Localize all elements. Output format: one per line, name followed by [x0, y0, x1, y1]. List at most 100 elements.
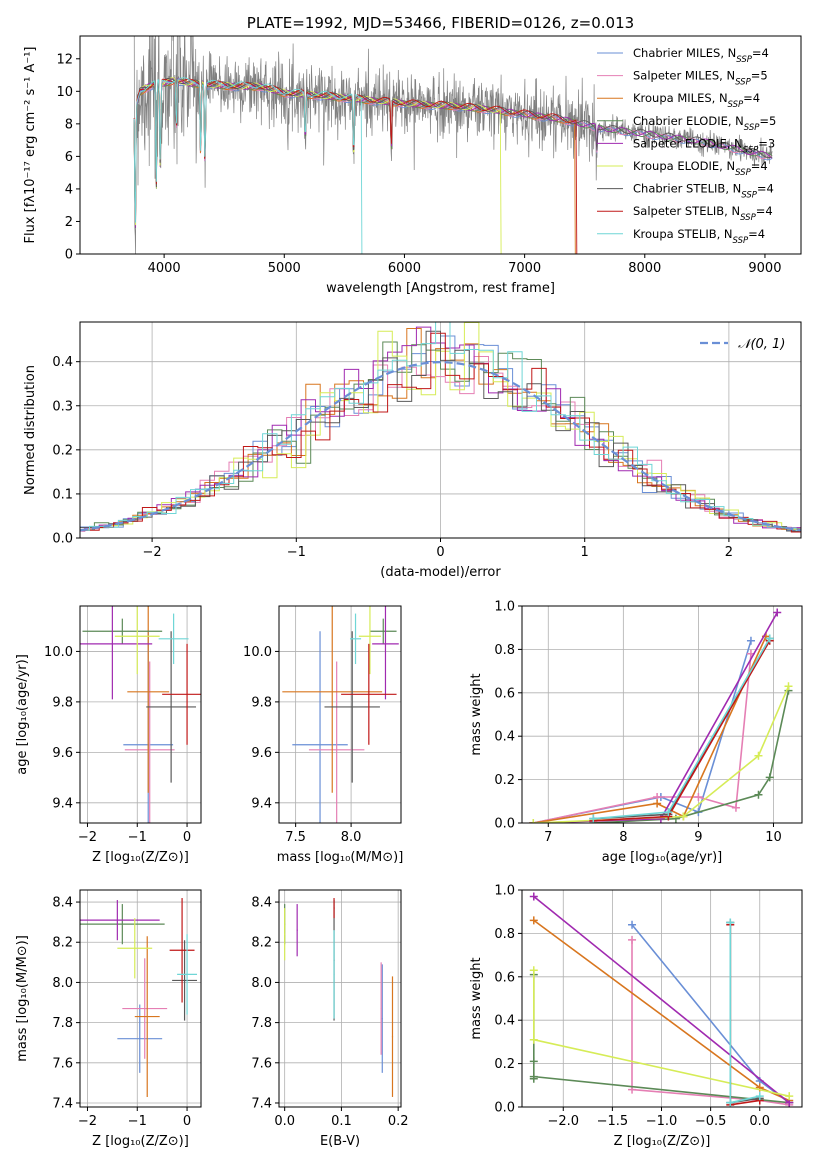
y-tick-label: 0.0 — [494, 1101, 515, 1116]
y-tick-label: 6 — [65, 150, 73, 165]
axes-frame — [79, 889, 202, 1108]
plus-marker — [529, 966, 538, 975]
y-tick-label: 7.6 — [52, 1056, 73, 1071]
y-tick-label: 8 — [65, 117, 73, 132]
x-axis-label: Z [log₁₀(Z/Z⊙)] — [92, 850, 189, 865]
series-line — [593, 690, 790, 823]
plot-area — [284, 898, 394, 1097]
y-axis-label: mass weight — [469, 957, 484, 1039]
plot-area — [282, 606, 399, 823]
x-tick-label: −2.0 — [547, 1114, 579, 1129]
spectrum-plot-area — [133, 36, 773, 254]
legend-label: Kroupa ELODIE, NSSP=4 — [633, 159, 768, 178]
x-tick-label: 7.5 — [285, 830, 306, 845]
x-tick-label: −1 — [128, 1114, 147, 1129]
y-tick-label: 8.0 — [251, 976, 272, 991]
y-tick-label: 10.0 — [44, 645, 73, 660]
x-tick-label: −1.5 — [597, 1114, 629, 1129]
model-spectrum-line — [133, 77, 773, 254]
plot-area — [529, 892, 794, 1107]
x-tick-label: 8000 — [628, 261, 661, 276]
series-line — [533, 895, 790, 1104]
model-spectrum-line — [133, 80, 773, 224]
x-axis-label: wavelength [Angstrom, rest frame] — [326, 281, 555, 296]
y-tick-label: 9.8 — [52, 695, 73, 710]
y-tick-label: 0.4 — [494, 730, 515, 745]
plot-area — [529, 608, 793, 823]
plus-marker — [653, 799, 662, 808]
plus-marker — [754, 790, 763, 799]
legend-label: Kroupa MILES, NSSP=4 — [633, 91, 760, 110]
axes-frame — [521, 889, 803, 1108]
mass-vs-extinction-panel: 0.0 0.1 0.2 7.4 7.6 7.8 8.0 8.2 8.4 E(B-V) — [251, 889, 409, 1149]
age-vs-mass-panel: 7.5 8.0 9.4 9.6 9.8 10.0 mass [log₁₀(M/M⊙)] — [243, 605, 403, 865]
histogram-plot-area — [80, 322, 801, 533]
y-tick-label: 0.0 — [494, 817, 515, 832]
y-tick-label: 0.6 — [494, 970, 515, 985]
series-line — [533, 685, 790, 823]
x-tick-label: 0.0 — [274, 1114, 295, 1129]
x-axis-label: Z [log₁₀(Z/Z⊙)] — [92, 1134, 189, 1149]
x-tick-label: 0 — [183, 1114, 191, 1129]
y-tick-label: 12 — [56, 52, 73, 67]
legend-label: Chabrier ELODIE, NSSP=5 — [633, 114, 776, 133]
plus-marker — [529, 819, 538, 823]
y-tick-label: 0.4 — [52, 355, 73, 370]
series-line — [533, 612, 778, 823]
y-axis-label: mass weight — [469, 673, 484, 755]
y-tick-label: 1.0 — [494, 884, 515, 899]
plus-marker — [529, 916, 538, 925]
y-tick-label: 7.4 — [251, 1096, 272, 1111]
plus-marker — [656, 814, 665, 823]
y-tick-label: 7.4 — [52, 1096, 73, 1111]
spectrum-panel: PLATE=1992, MJD=53466, FIBERID=0126, z=0… — [23, 14, 802, 296]
mass-vs-metallicity-panel: −2 −1 0 7.4 7.6 7.8 8.0 8.2 8.4 Z [log₁₀(Z/Z⊙)] ma… — [15, 889, 202, 1149]
y-tick-label: 8.2 — [52, 936, 73, 951]
x-tick-label: 6000 — [388, 261, 421, 276]
y-axis-label: Normed distribution — [23, 365, 38, 495]
axes-frame — [79, 605, 202, 824]
series-line — [631, 939, 790, 1106]
y-tick-label: 9.4 — [251, 796, 272, 811]
y-tick-label: 8.4 — [251, 896, 272, 911]
x-tick-label: 0.0 — [749, 1114, 770, 1129]
y-tick-label: 9.4 — [52, 796, 73, 811]
x-tick-label: 9000 — [748, 261, 781, 276]
plus-marker — [754, 751, 763, 760]
x-tick-label: −0.5 — [695, 1114, 727, 1129]
x-tick-label: 5000 — [268, 261, 301, 276]
y-tick-label: 9.6 — [52, 746, 73, 761]
plus-marker — [726, 1098, 735, 1107]
y-axis-label: mass [log₁₀(M/M⊙)] — [15, 935, 30, 1062]
histogram-step-line — [80, 330, 801, 533]
plus-marker — [529, 1057, 538, 1066]
x-tick-label: 0 — [183, 830, 191, 845]
x-tick-label: 9 — [694, 830, 702, 845]
x-tick-label: 7000 — [508, 261, 541, 276]
y-tick-label: 8.2 — [251, 936, 272, 951]
age-vs-metallicity-panel: −2 −1 0 9.4 9.6 9.8 10.0 Z [log₁₀(Z/Z⊙)] age [lo… — [15, 605, 202, 865]
plus-marker — [529, 1035, 538, 1044]
plus-marker — [746, 636, 755, 645]
y-tick-label: 1.0 — [494, 600, 515, 615]
x-tick-label: 4000 — [148, 261, 181, 276]
model-spectrum-line — [133, 78, 773, 254]
plus-marker — [694, 792, 703, 801]
x-tick-label: −1 — [287, 545, 306, 560]
y-tick-label: 0.4 — [494, 1014, 515, 1029]
y-tick-label: 7.6 — [251, 1056, 272, 1071]
plot-area — [80, 606, 201, 823]
histogram-step-line — [80, 326, 801, 532]
y-tick-label: 7.8 — [251, 1016, 272, 1031]
y-tick-label: 0 — [65, 248, 73, 263]
series-line — [533, 653, 752, 823]
y-tick-label: 8.0 — [52, 976, 73, 991]
chart-title: PLATE=1992, MJD=53466, FIBERID=0126, z=0… — [247, 14, 634, 32]
x-axis-label: (data-model)/error — [380, 565, 501, 580]
x-tick-label: 2 — [725, 545, 733, 560]
plus-marker — [529, 1072, 538, 1081]
y-tick-label: 0.2 — [52, 443, 73, 458]
legend-label: Salpeter MILES, NSSP=5 — [633, 69, 768, 88]
x-tick-label: 0.2 — [388, 1114, 409, 1129]
plus-marker — [765, 634, 774, 643]
